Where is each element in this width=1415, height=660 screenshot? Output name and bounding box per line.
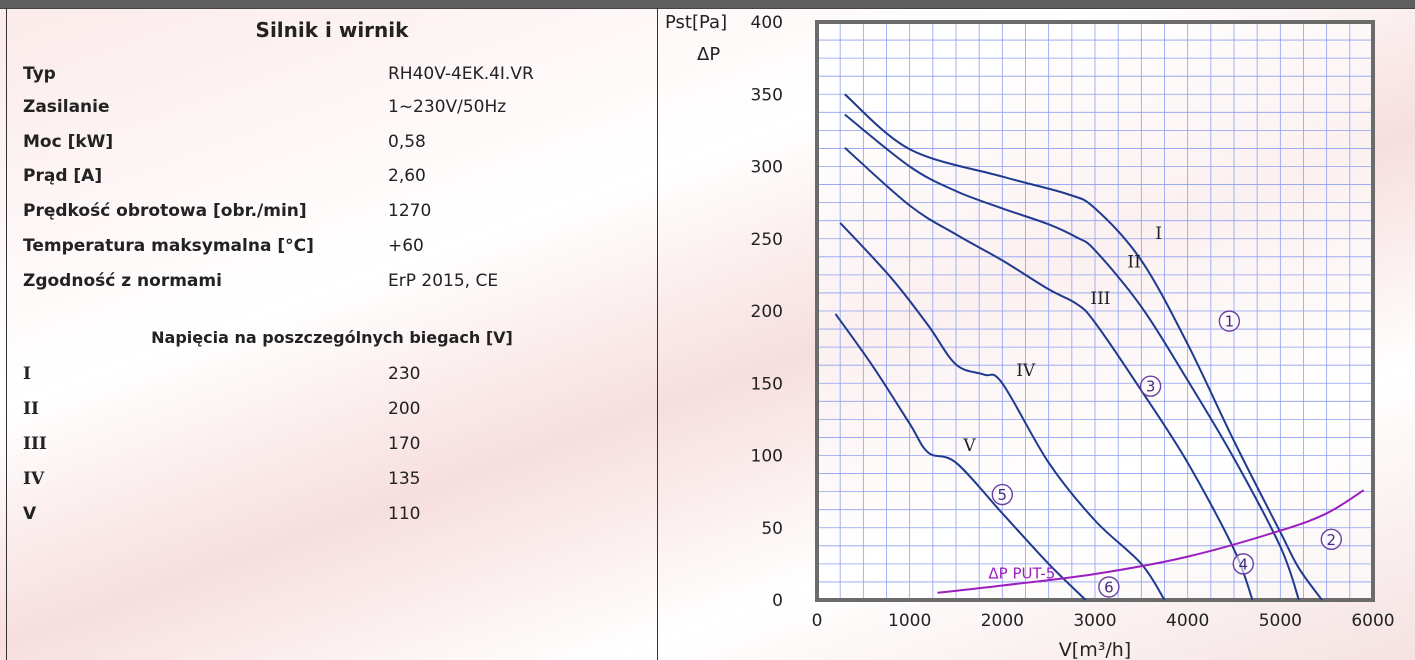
circle-marker bbox=[991, 483, 1014, 506]
spec-row-power: Moc [kW] 0,58 bbox=[23, 132, 653, 162]
curve-series-4 bbox=[839, 222, 1166, 601]
x-tick-label: 6000 bbox=[1351, 611, 1394, 631]
x-tick-label: 0 bbox=[812, 611, 823, 631]
top-bar bbox=[0, 0, 1415, 9]
circle-marker bbox=[1139, 375, 1162, 397]
circle-marker bbox=[1232, 553, 1254, 575]
circle-marker-label: 4 bbox=[1238, 555, 1248, 573]
x-tick-label: 2000 bbox=[981, 611, 1024, 631]
gear-voltage: 230 bbox=[388, 364, 421, 384]
curve-label: IV bbox=[1016, 361, 1036, 381]
circle-marker-label: 1 bbox=[1225, 313, 1235, 331]
y-tick-label: 200 bbox=[751, 302, 783, 322]
y-tick-label: 150 bbox=[751, 374, 783, 394]
voltage-row-2: II 200 bbox=[23, 399, 653, 429]
y-axis-label-dp: ΔP bbox=[697, 44, 721, 65]
curve-series-6 bbox=[937, 489, 1365, 594]
circle-marker bbox=[1218, 310, 1241, 332]
curve-label: II bbox=[1127, 253, 1140, 273]
voltage-row-3: III 170 bbox=[23, 434, 653, 464]
y-tick-label: 100 bbox=[751, 447, 783, 467]
gear-voltage: 110 bbox=[388, 504, 421, 524]
y-tick-label: 0 bbox=[772, 591, 783, 611]
spec-row-temperature: Temperatura maksymalna [°C] +60 bbox=[23, 236, 653, 266]
y-tick-label: 350 bbox=[751, 85, 783, 105]
curve-series-2 bbox=[844, 113, 1300, 601]
curve-label: ΔP PUT-5 bbox=[988, 564, 1055, 582]
circle-marker bbox=[1098, 576, 1120, 598]
spec-row-standards: Zgodność z normami ErP 2015, CE bbox=[23, 271, 653, 301]
curve-series-5 bbox=[834, 313, 1087, 601]
spec-label: Zasilanie bbox=[23, 97, 110, 117]
specs-panel: Silnik i wirnik Typ RH40V-4EK.4I.VR Zasi… bbox=[6, 8, 658, 660]
x-tick-label: 4000 bbox=[1166, 611, 1209, 631]
spec-value: ErP 2015, CE bbox=[388, 271, 499, 291]
spec-row-type: Typ RH40V-4EK.4I.VR bbox=[23, 64, 653, 94]
voltage-row-5: V 110 bbox=[23, 504, 653, 534]
spec-row-supply: Zasilanie 1~230V/50Hz bbox=[23, 97, 653, 127]
fan-curve-chart: Pst[Pa] ΔP 0 1000 2000 3000 4000 5000 6000 0 50 1… bbox=[657, 8, 1415, 660]
y-tick-label: 250 bbox=[751, 230, 783, 250]
spec-value: RH40V-4EK.4I.VR bbox=[388, 64, 534, 84]
x-tick-label: 1000 bbox=[888, 611, 931, 631]
curve-label: III bbox=[1090, 289, 1110, 309]
curve-series-3 bbox=[844, 146, 1254, 601]
curve-label: I bbox=[1155, 224, 1162, 244]
gear-label: I bbox=[23, 364, 31, 384]
specs-title: Silnik i wirnik bbox=[255, 18, 409, 42]
circle-marker-label: 3 bbox=[1146, 378, 1156, 396]
plot-frame bbox=[815, 20, 1375, 602]
spec-value: +60 bbox=[388, 236, 424, 256]
y-tick-label: 300 bbox=[751, 158, 783, 178]
spec-value: 0,58 bbox=[388, 132, 426, 152]
gear-label: V bbox=[23, 504, 37, 524]
x-tick-label: 5000 bbox=[1259, 611, 1302, 631]
gear-voltage: 135 bbox=[388, 469, 421, 489]
circle-marker-label: 2 bbox=[1327, 531, 1337, 549]
gear-voltage: 200 bbox=[388, 399, 421, 419]
spec-row-speed: Prędkość obrotowa [obr./min] 1270 bbox=[23, 201, 653, 231]
circle-marker-label: 6 bbox=[1104, 578, 1114, 596]
circle-marker bbox=[1320, 528, 1342, 551]
chart-canvas: 0 1000 2000 3000 4000 5000 6000 0 50 100 150 200 250… bbox=[751, 13, 1395, 660]
gear-label: II bbox=[23, 399, 39, 419]
x-axis-label: V[m³/h] bbox=[1059, 639, 1131, 660]
x-tick-label: 3000 bbox=[1073, 611, 1116, 631]
spec-label: Prąd [A] bbox=[23, 166, 103, 186]
circle-marker-label: 5 bbox=[998, 486, 1008, 504]
gear-label: IV bbox=[23, 469, 45, 489]
y-axis-label-pst: Pst[Pa] bbox=[665, 12, 728, 33]
spec-value: 1~230V/50Hz bbox=[388, 97, 507, 117]
spec-value: 2,60 bbox=[388, 166, 426, 186]
curve-label: V bbox=[962, 436, 976, 456]
spec-label: Zgodność z normami bbox=[23, 271, 222, 291]
spec-value: 1270 bbox=[388, 201, 432, 221]
voltage-title: Napięcia na poszczególnych biegach [V] bbox=[151, 328, 513, 347]
voltage-row-4: IV 135 bbox=[23, 469, 653, 499]
y-tick-label: 50 bbox=[761, 519, 783, 539]
gear-voltage: 170 bbox=[388, 434, 421, 454]
y-tick-label: 400 bbox=[751, 13, 783, 33]
spec-row-current: Prąd [A] 2,60 bbox=[23, 166, 653, 196]
spec-label: Prędkość obrotowa [obr./min] bbox=[23, 201, 307, 221]
voltage-row-1: I 230 bbox=[23, 364, 653, 394]
curve-series-1 bbox=[844, 93, 1323, 601]
gear-label: III bbox=[23, 434, 47, 454]
spec-label: Typ bbox=[23, 64, 56, 84]
spec-label: Temperatura maksymalna [°C] bbox=[23, 236, 314, 256]
spec-label: Moc [kW] bbox=[23, 132, 114, 152]
